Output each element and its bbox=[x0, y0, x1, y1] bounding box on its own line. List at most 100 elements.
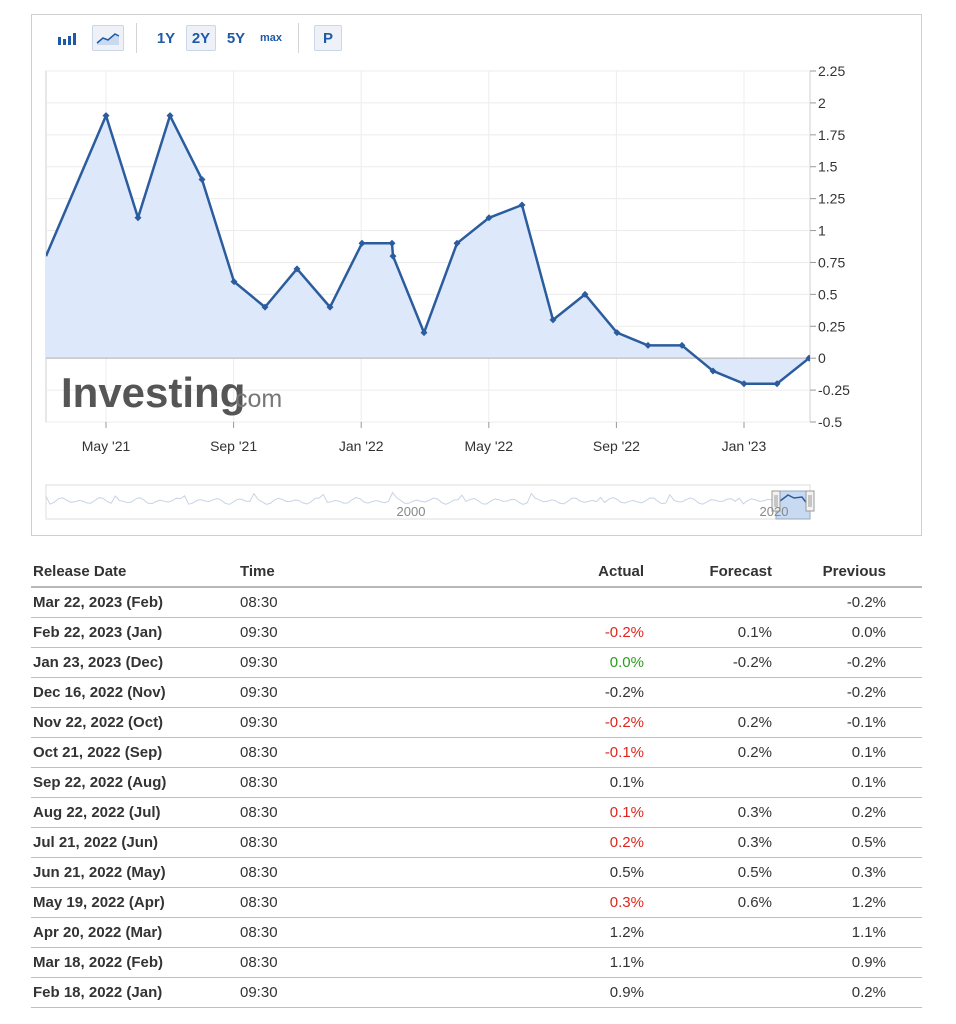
data-point bbox=[166, 112, 174, 120]
table-row: Feb 18, 2022 (Jan) 09:30 0.9% 0.2% bbox=[31, 978, 922, 1008]
row-previous: -0.2% bbox=[846, 594, 886, 611]
row-release-date: Jan 23, 2023 (Dec) bbox=[33, 654, 164, 671]
navigator-handle bbox=[771, 490, 781, 512]
row-previous: 0.2% bbox=[851, 804, 886, 821]
row-time: 09:30 bbox=[240, 984, 278, 1001]
data-point bbox=[293, 265, 301, 273]
toolbar-separator bbox=[298, 23, 299, 53]
table-row: Nov 22, 2022 (Oct) 09:30 -0.2% 0.2% -0.1% bbox=[31, 708, 922, 738]
row-release-date: May 19, 2022 (Apr) bbox=[33, 894, 165, 911]
range-1y-button[interactable]: 1Y bbox=[156, 29, 176, 47]
navigator-handle bbox=[805, 490, 815, 512]
y-tick-label: 0.25 bbox=[818, 318, 845, 334]
data-point bbox=[678, 341, 686, 349]
table-body: Mar 22, 2023 (Feb) 08:30 -0.2% Feb 22, 2023… bbox=[31, 588, 922, 1008]
row-previous: 0.9% bbox=[851, 954, 886, 971]
row-time: 08:30 bbox=[240, 924, 278, 941]
row-forecast: 0.5% bbox=[737, 864, 772, 881]
row-previous: 0.5% bbox=[851, 834, 886, 851]
chart-axes: 2.25 2 1.75 1.5 1.25 1 0.75 0.5 0.25 0 -0.25 -0.5 Ma… bbox=[82, 63, 850, 454]
navigator-selection bbox=[775, 490, 811, 520]
row-release-date: Mar 18, 2022 (Feb) bbox=[33, 954, 164, 971]
series-line bbox=[46, 114, 810, 385]
toolbar-separator bbox=[136, 23, 137, 53]
data-point bbox=[102, 112, 110, 120]
table-row: Apr 20, 2022 (Mar) 08:30 1.2% 1.1% bbox=[31, 918, 922, 948]
row-forecast: 0.2% bbox=[737, 714, 772, 731]
data-point bbox=[644, 341, 652, 349]
header-forecast[interactable]: Forecast bbox=[709, 562, 772, 580]
row-time: 09:30 bbox=[240, 624, 278, 641]
range-5y-button[interactable]: 5Y bbox=[226, 29, 246, 47]
data-point bbox=[518, 201, 526, 209]
watermark-suffix: .com bbox=[228, 385, 282, 413]
row-forecast: -0.2% bbox=[732, 654, 772, 671]
y-tick-label: -0.25 bbox=[818, 382, 850, 398]
data-point bbox=[134, 214, 142, 222]
bar-chart-icon[interactable] bbox=[54, 25, 82, 51]
data-point bbox=[773, 380, 781, 388]
table-row: Dec 16, 2022 (Nov) 09:30 -0.2% -0.2% bbox=[31, 678, 922, 708]
row-time: 08:30 bbox=[240, 834, 278, 851]
row-release-date: Sep 22, 2022 (Aug) bbox=[33, 774, 167, 791]
row-time: 08:30 bbox=[240, 864, 278, 881]
p-button[interactable]: P bbox=[314, 25, 342, 51]
area-chart-icon[interactable] bbox=[92, 25, 124, 51]
chart-toolbar: 1Y 2Y 5Y max P bbox=[32, 15, 921, 61]
row-actual: -0.2% bbox=[604, 714, 644, 731]
data-point bbox=[326, 303, 334, 311]
table-row: Mar 22, 2023 (Feb) 08:30 -0.2% bbox=[31, 588, 922, 618]
row-previous: 0.1% bbox=[851, 744, 886, 761]
series-area-fill bbox=[46, 115, 810, 384]
table-row: Oct 21, 2022 (Sep) 08:30 -0.1% 0.2% 0.1% bbox=[31, 738, 922, 768]
row-time: 09:30 bbox=[240, 684, 278, 701]
data-point bbox=[549, 316, 557, 324]
y-tick-label: 0.75 bbox=[818, 254, 845, 270]
row-forecast: 0.2% bbox=[737, 744, 772, 761]
watermark-brand: Investing bbox=[61, 369, 245, 416]
row-time: 08:30 bbox=[240, 804, 278, 821]
header-time[interactable]: Time bbox=[240, 562, 275, 580]
row-actual: 0.1% bbox=[609, 774, 644, 791]
chart-navigator[interactable]: 2000 2020 bbox=[45, 484, 815, 520]
data-point bbox=[485, 214, 493, 222]
chart-area bbox=[46, 112, 810, 388]
row-time: 09:30 bbox=[240, 654, 278, 671]
table-row: Jun 21, 2022 (May) 08:30 0.5% 0.5% 0.3% bbox=[31, 858, 922, 888]
header-release-date[interactable]: Release Date bbox=[33, 562, 127, 580]
row-release-date: Jul 21, 2022 (Jun) bbox=[33, 834, 159, 851]
x-tick-label: Jan '23 bbox=[722, 438, 767, 454]
header-previous[interactable]: Previous bbox=[822, 562, 886, 580]
table-row: May 19, 2022 (Apr) 08:30 0.3% 0.6% 1.2% bbox=[31, 888, 922, 918]
data-point bbox=[230, 278, 238, 286]
y-tick-label: 0.5 bbox=[818, 286, 838, 302]
history-table: Release Date Time Actual Forecast Previo… bbox=[31, 556, 922, 1008]
data-point bbox=[709, 367, 717, 375]
data-point bbox=[581, 290, 589, 298]
row-release-date: Nov 22, 2022 (Oct) bbox=[33, 714, 164, 731]
series-group bbox=[46, 112, 810, 388]
row-actual: 0.2% bbox=[609, 834, 644, 851]
y-tick-label: 2 bbox=[818, 95, 826, 111]
table-row: Jan 23, 2023 (Dec) 09:30 0.0% -0.2% -0.2% bbox=[31, 648, 922, 678]
data-point bbox=[740, 380, 748, 388]
row-previous: -0.1% bbox=[846, 714, 886, 731]
navigator-label: 2020 bbox=[760, 504, 789, 519]
row-actual: -0.2% bbox=[604, 624, 644, 641]
range-2y-button[interactable]: 2Y bbox=[186, 25, 216, 51]
range-max-button[interactable]: max bbox=[259, 32, 283, 44]
data-point bbox=[389, 252, 397, 260]
row-forecast: 0.3% bbox=[737, 834, 772, 851]
x-tick-label: Sep '22 bbox=[593, 438, 640, 454]
row-release-date: Feb 18, 2022 (Jan) bbox=[33, 984, 163, 1001]
y-tick-label: 1 bbox=[818, 223, 826, 239]
row-previous: -0.2% bbox=[846, 684, 886, 701]
x-tick-label: Sep '21 bbox=[210, 438, 257, 454]
header-actual[interactable]: Actual bbox=[598, 562, 644, 580]
row-release-date: Feb 22, 2023 (Jan) bbox=[33, 624, 163, 641]
bar-chart-icon-graphic bbox=[58, 33, 76, 45]
y-tick-label: -0.5 bbox=[818, 414, 842, 430]
navigator-selected-series bbox=[779, 494, 809, 506]
x-tick-label: May '21 bbox=[82, 438, 131, 454]
row-previous: 1.2% bbox=[851, 894, 886, 911]
